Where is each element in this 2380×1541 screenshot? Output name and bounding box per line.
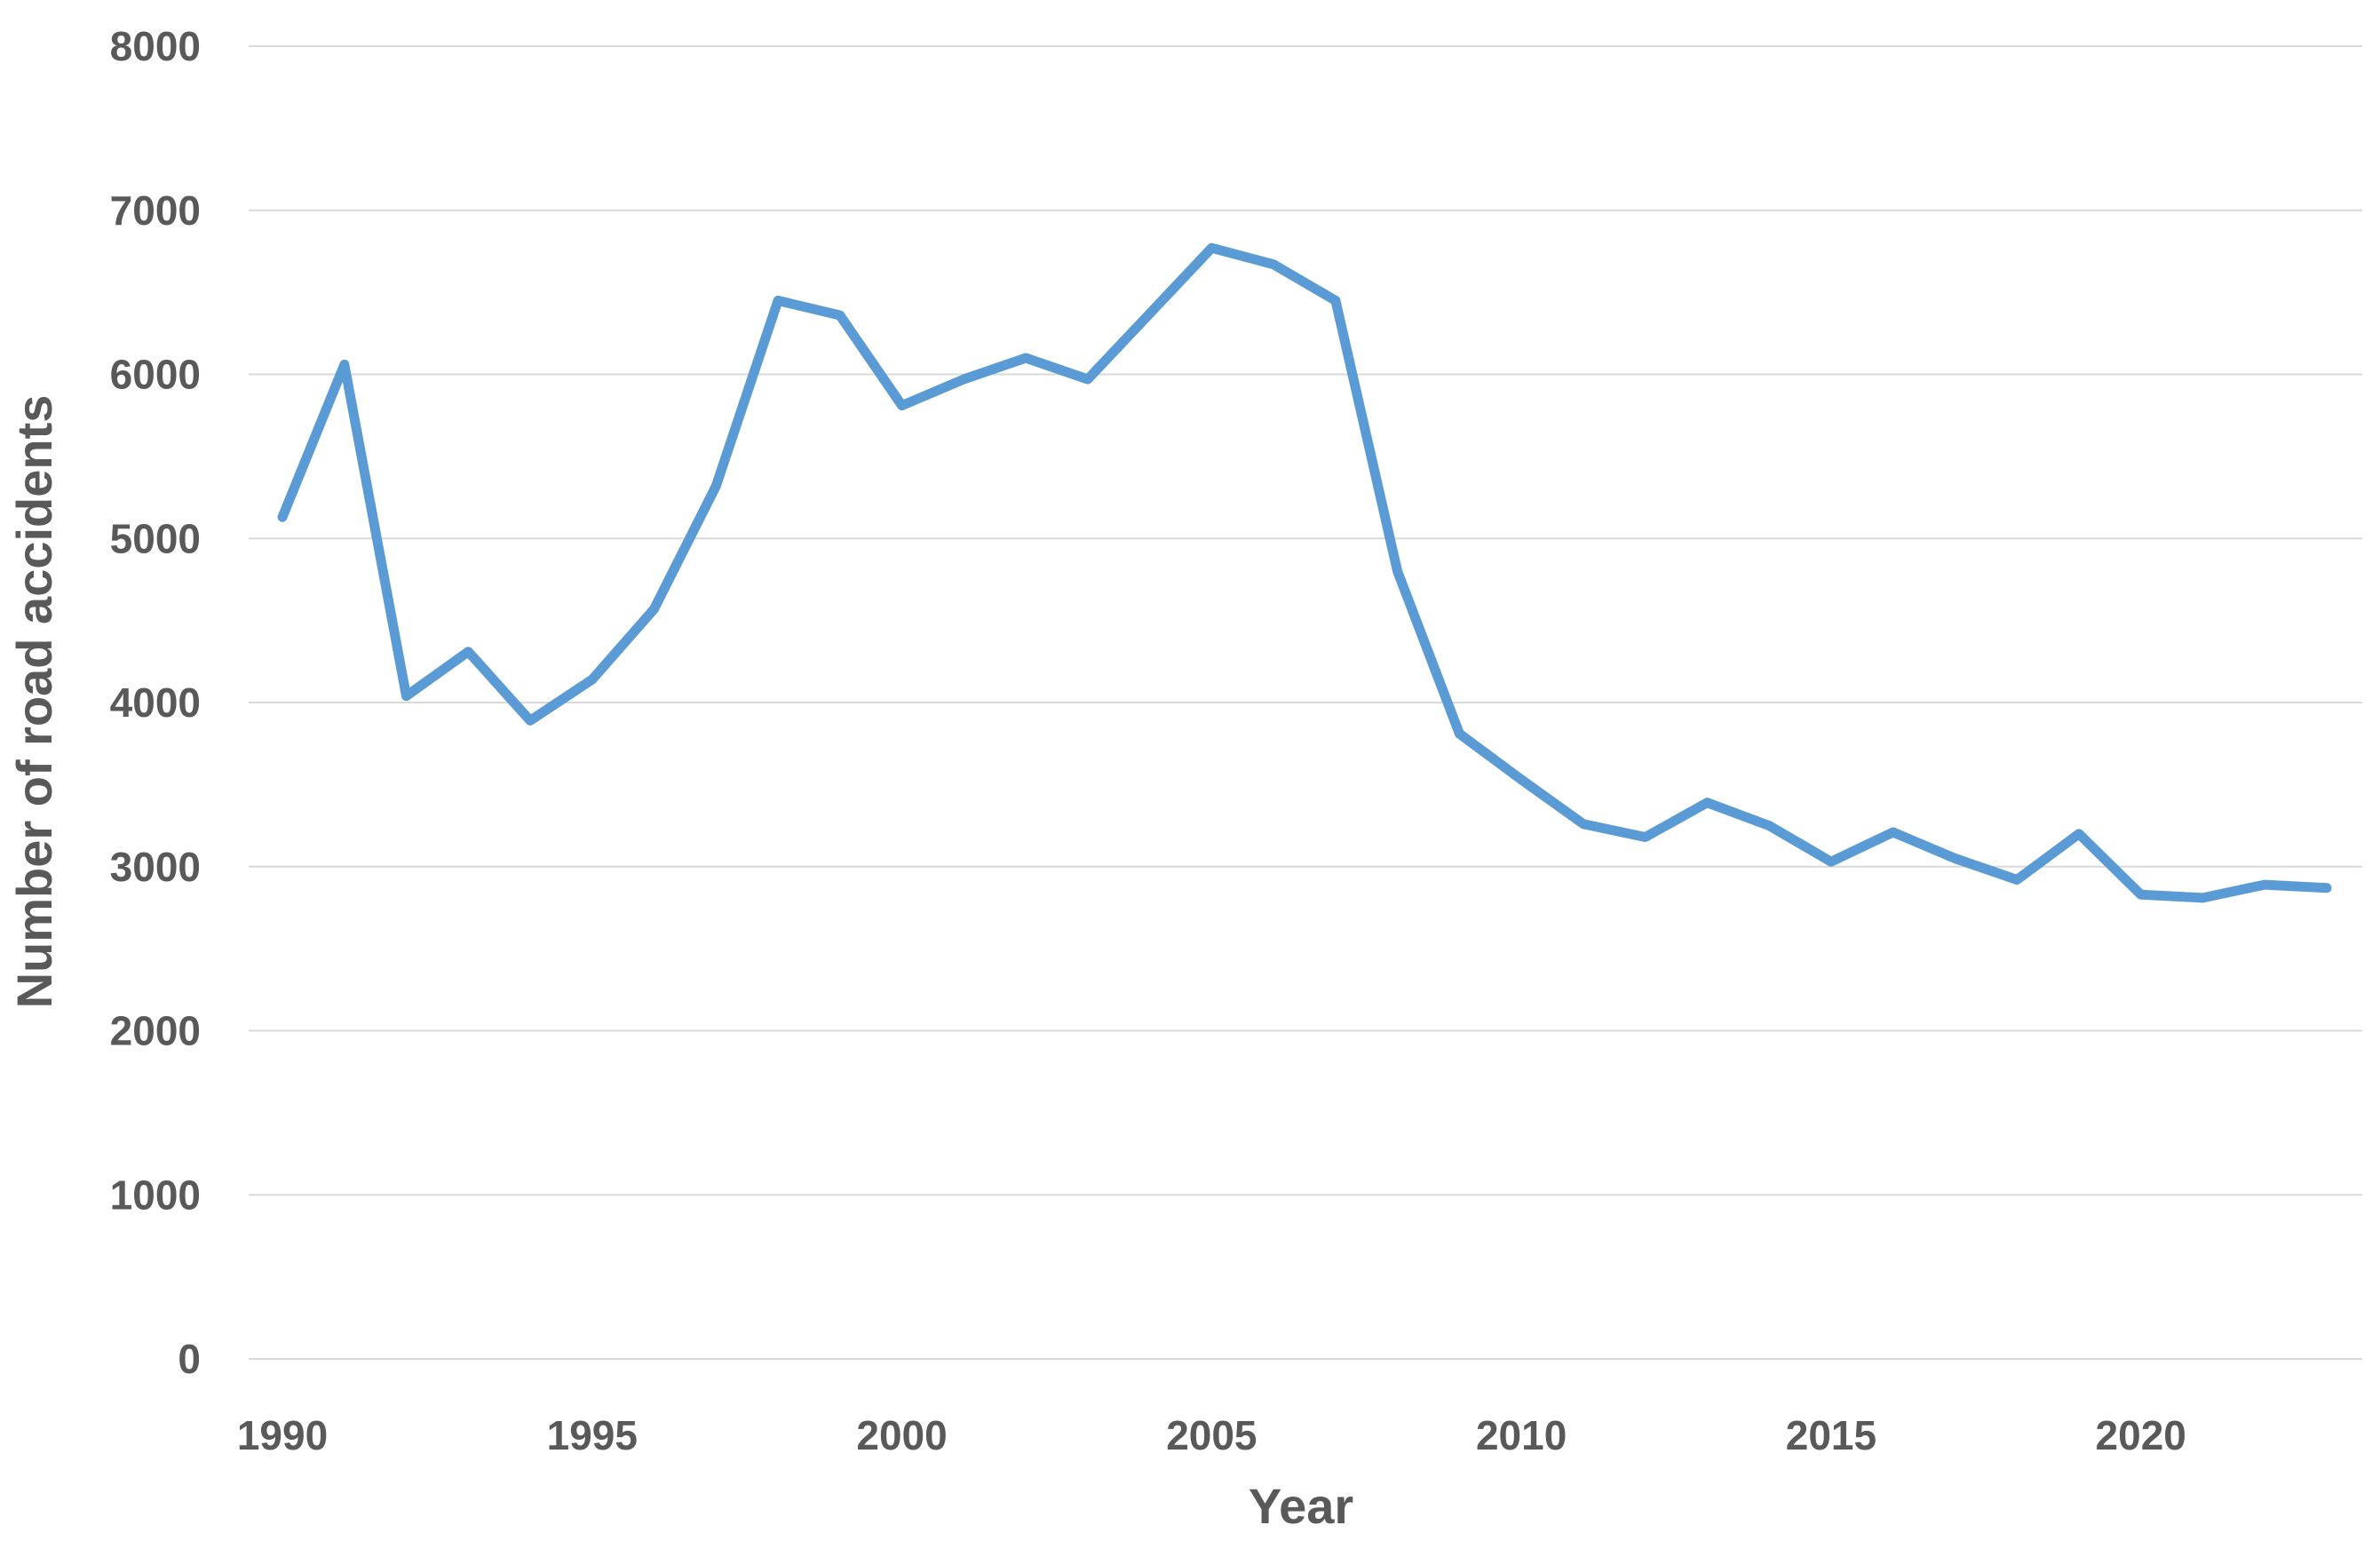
y-axis-ticks: 0 1000 2000 3000 4000 5000 6000 7000 8000 (110, 23, 201, 1382)
x-tick-label: 1995 (547, 1412, 638, 1458)
x-axis-ticks: 1990 1995 2000 2005 2010 2015 2020 (237, 1412, 2186, 1458)
gridlines (249, 45, 2362, 1360)
x-axis-title: Year (1249, 1478, 1353, 1534)
x-tick-label: 2015 (1786, 1412, 1876, 1458)
series-line-0 (277, 242, 2332, 903)
x-tick-label: 2005 (1166, 1412, 1257, 1458)
series-layer (277, 242, 2332, 903)
y-tick-label: 6000 (110, 352, 201, 398)
x-tick-label: 1990 (237, 1412, 328, 1458)
y-tick-label: 7000 (110, 187, 201, 234)
y-tick-label: 1000 (110, 1172, 201, 1218)
y-tick-label: 4000 (110, 679, 201, 726)
y-tick-label: 8000 (110, 23, 201, 69)
x-tick-label: 2000 (856, 1412, 947, 1458)
x-tick-label: 2010 (1476, 1412, 1567, 1458)
y-tick-label: 0 (178, 1336, 201, 1382)
y-tick-label: 3000 (110, 844, 201, 890)
x-tick-label: 2020 (2096, 1412, 2186, 1458)
y-tick-label: 5000 (110, 515, 201, 561)
y-axis-title: Number of road accidents (6, 395, 62, 1009)
y-tick-label: 2000 (110, 1008, 201, 1054)
